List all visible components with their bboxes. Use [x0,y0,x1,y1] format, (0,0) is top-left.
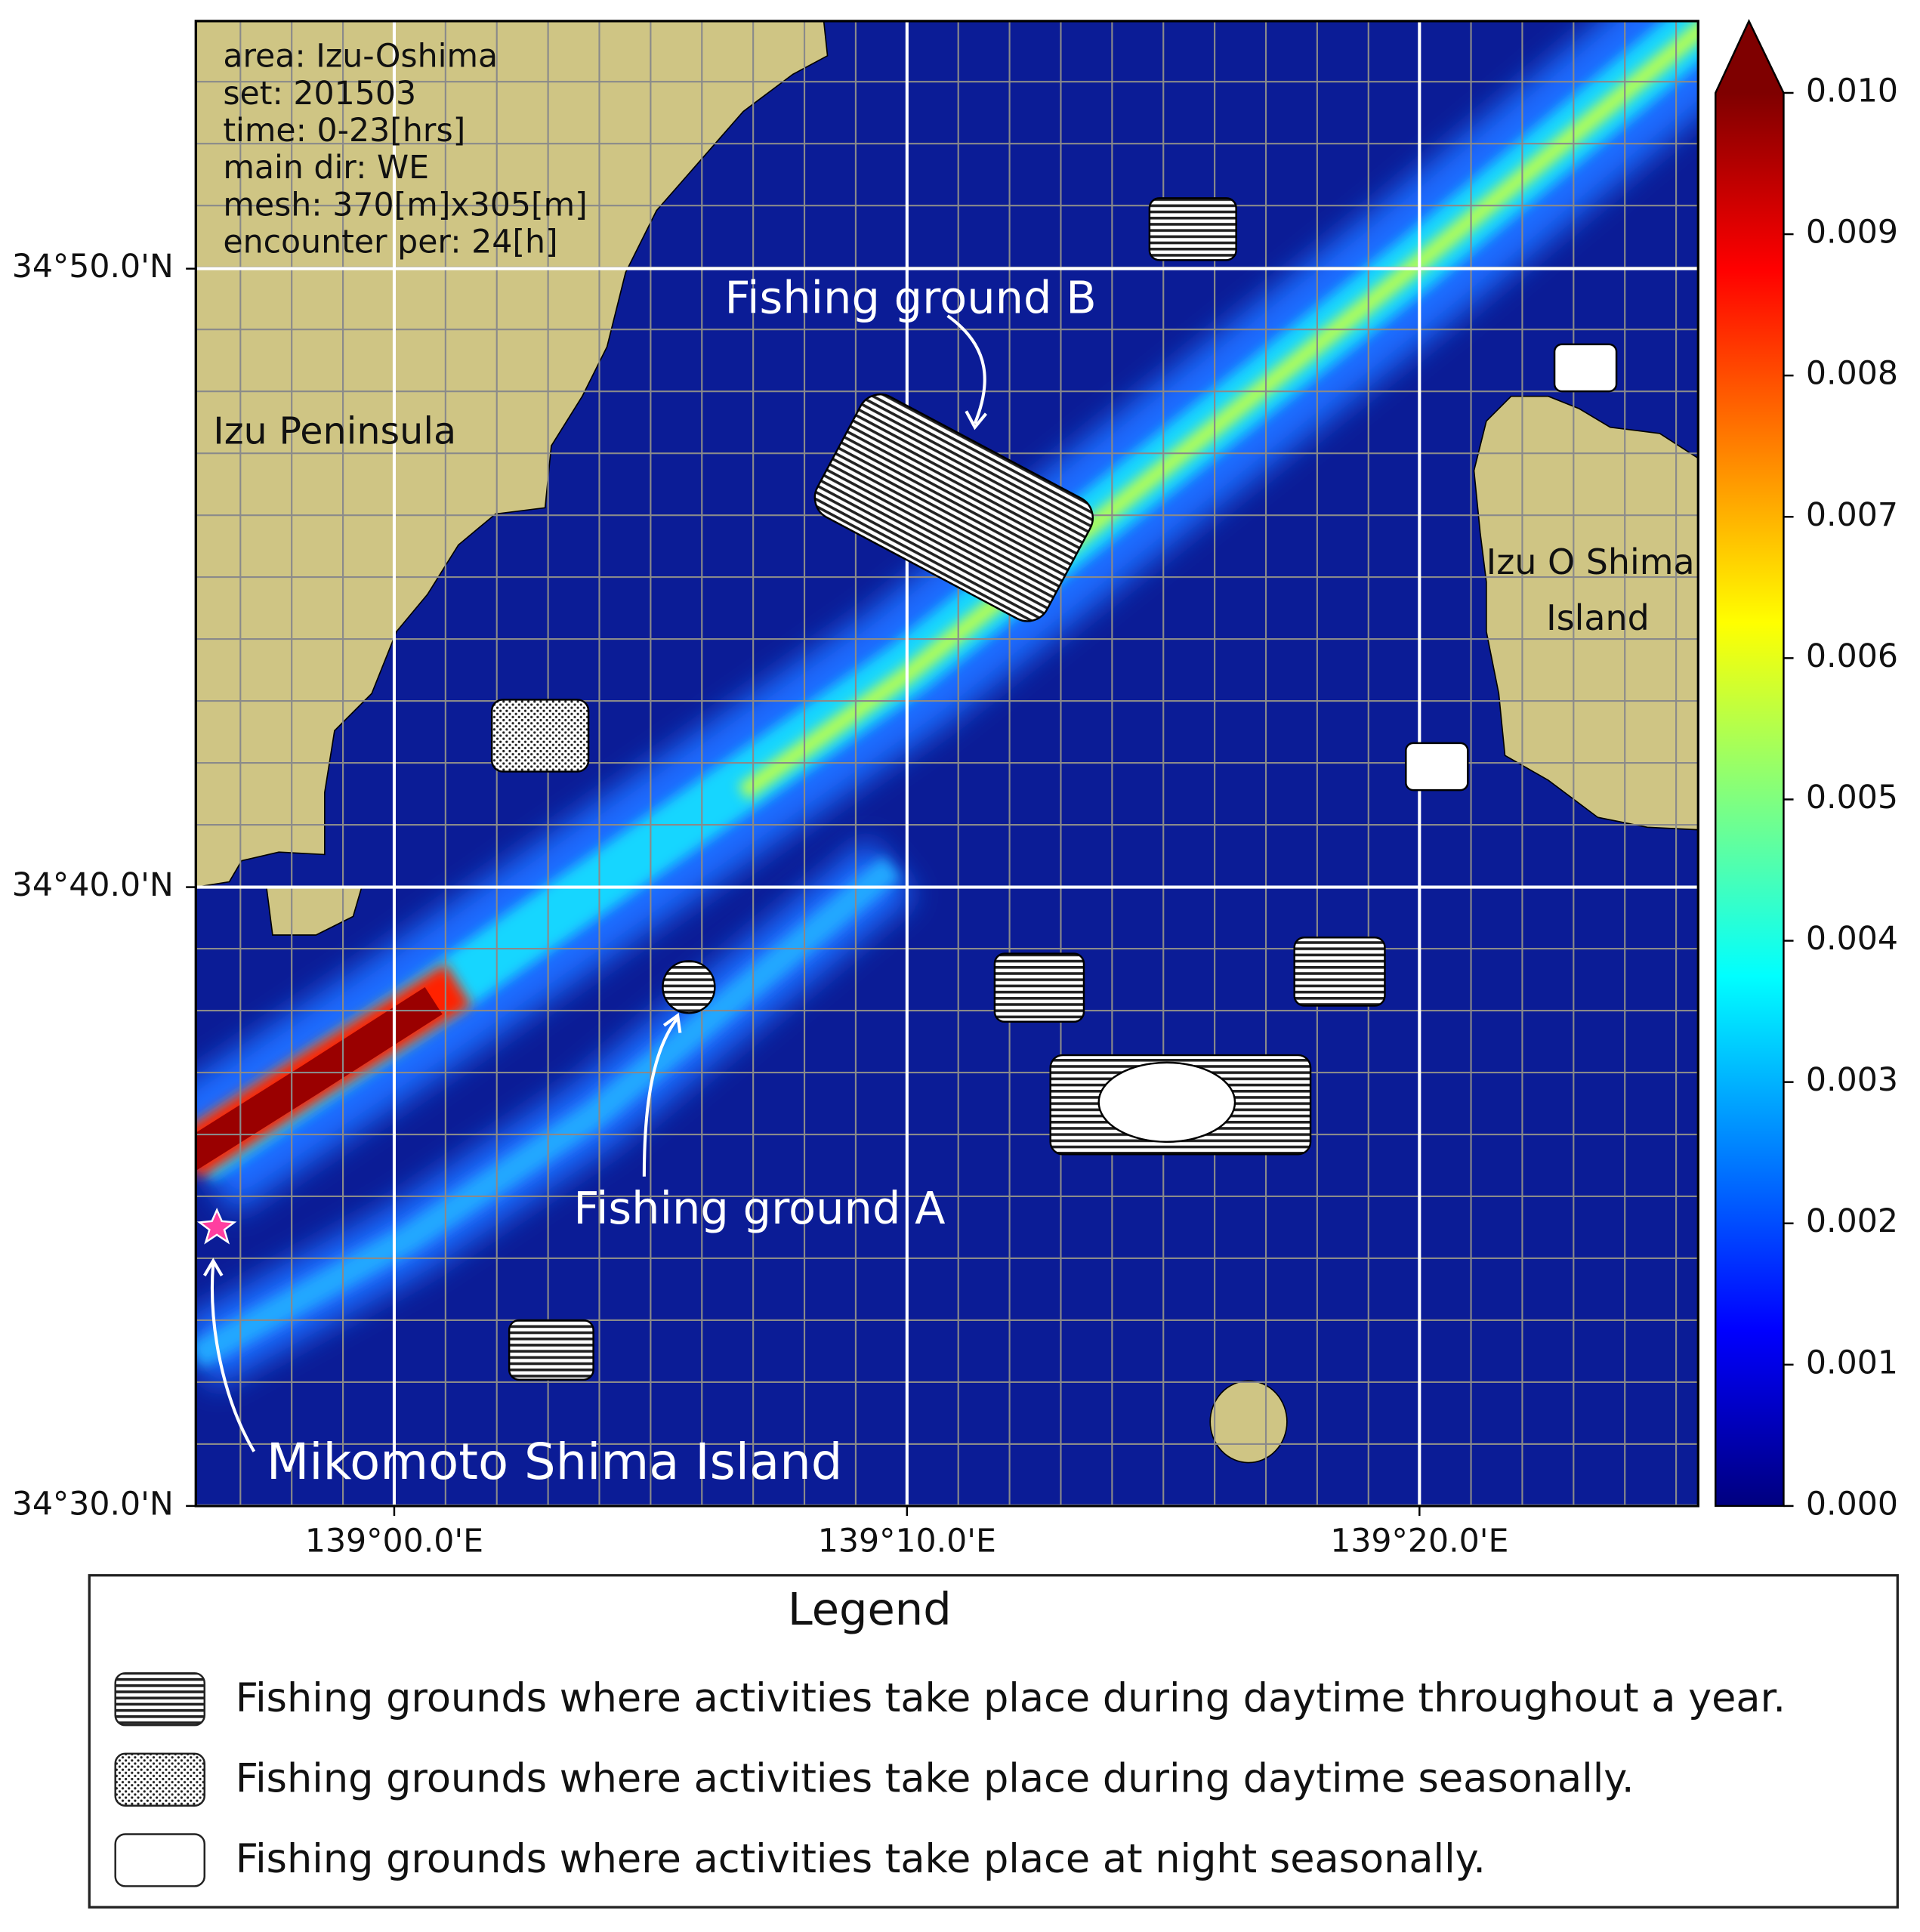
place-label: Mikomoto Shima Island [267,1434,843,1491]
map-frame [194,20,1699,1508]
y-tick-label: 34°40.0'N [12,866,174,904]
colorbar-extend [1715,20,1784,93]
fishing-ground-year [508,1319,594,1381]
fishing-ground-year [993,952,1085,1023]
annotation: Fishing ground B [724,272,1096,324]
legend-box [88,1574,1899,1909]
y-tick-label: 34°30.0'N [12,1485,174,1523]
fishing-ground-year [1148,197,1237,261]
place-label: Island [1546,597,1650,638]
legend-item: Fishing grounds where activities take pl… [236,1756,1634,1802]
heat-band [196,986,443,1171]
legend-title: Legend [788,1583,952,1635]
y-tick-label: 34°50.0'N [12,248,174,285]
fishing-ground-gap [1097,1061,1236,1143]
land-small-island [1209,1380,1288,1464]
fishing-ground-year [1293,937,1386,1007]
info-line: time: 0-23[hrs] [223,112,465,150]
x-tick-label: 139°00.0'E [305,1523,483,1560]
arrow-ground-b [946,314,986,424]
arrow-head [202,1258,224,1276]
info-line: mesh: 370[m]x305[m] [223,186,587,224]
arrow-head [965,410,988,431]
arrow-head [662,1012,682,1033]
map-texts: Fishing ground B Fishing ground A Mikomo… [213,272,1694,1491]
colorbar-label: 0.003 [1806,1061,1898,1099]
colorbar-label: 0.007 [1806,496,1898,534]
colorbar [1715,92,1784,1506]
fishing-ground-seasonal [490,699,590,773]
x-tick-label: 139°10.0'E [818,1523,996,1560]
legend-swatch [114,1833,205,1887]
fishing-ground-night [1405,742,1469,792]
colorbar-label: 0.008 [1806,355,1898,393]
fishing-ground-night [1553,343,1618,393]
fishing-grounds [490,197,1618,1381]
legend-swatch [114,1752,205,1807]
arrow-ground-a [642,1017,679,1177]
legend-item: Fishing grounds where activities take pl… [236,1836,1486,1882]
colorbar-label: 0.000 [1806,1485,1898,1523]
annotation: Fishing ground A [573,1182,945,1234]
legend-swatch [114,1672,205,1727]
info-line: area: Izu-Oshima [223,38,498,76]
info-line: encounter per: 24[h] [223,224,557,261]
colorbar-label: 0.004 [1806,920,1898,958]
colorbar-label: 0.005 [1806,779,1898,816]
colorbar-frame [1715,19,1785,1508]
info-line: main dir: WE [223,149,429,187]
colorbar-label: 0.009 [1806,214,1898,252]
colorbar-label: 0.002 [1806,1202,1898,1240]
fishing-ground-year [813,393,1094,622]
arrow-mikomoto [210,1263,256,1452]
annotation-arrows [202,314,988,1452]
heat-band [196,856,901,1369]
x-tick-label: 139°20.0'E [1330,1523,1508,1560]
legend-item: Fishing grounds where activities take pl… [236,1675,1786,1721]
colorbar-label: 0.001 [1806,1344,1898,1381]
colorbar-label: 0.010 [1806,72,1898,110]
land-izu-oshima [1473,395,1699,831]
place-label: Izu Peninsula [213,409,456,452]
place-label: Izu O Shima [1486,542,1695,582]
fishing-ground-year [662,960,716,1014]
land-izu-peninsula [196,20,829,936]
colorbar-label: 0.006 [1806,637,1898,675]
mikomoto-star [196,1208,237,1245]
info-line: set: 201503 [223,75,416,113]
